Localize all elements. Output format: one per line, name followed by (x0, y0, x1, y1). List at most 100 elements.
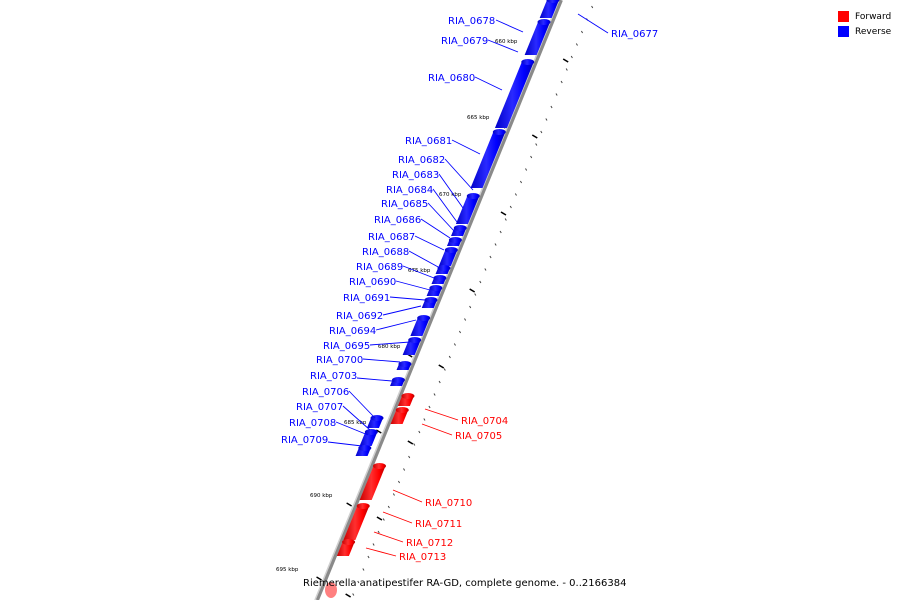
reverse-gene-block-cap (453, 225, 467, 231)
gene-label: RIA_0689 (356, 262, 403, 273)
ruler-minor-tick (453, 343, 456, 346)
ruler-minor-tick (464, 318, 467, 321)
gene-leader-line (432, 188, 458, 223)
reverse-gene-block-cap (492, 129, 506, 135)
reverse-gene-block (455, 196, 480, 224)
ruler-minor-tick (504, 218, 507, 221)
reverse-gene-block (410, 318, 430, 336)
gene-leader-line (451, 139, 481, 155)
gene-leader-line (356, 377, 393, 382)
ruler-label: 660 kbp (495, 39, 518, 45)
ruler-minor-tick (408, 455, 411, 459)
gene-label: RIA_0679 (441, 36, 488, 47)
reverse-gene-block-cap (437, 265, 451, 271)
forward-gene-block (390, 410, 409, 424)
gene-label: RIA_0690 (349, 277, 396, 288)
reverse-gene-block (359, 432, 378, 446)
gene-leader-line (487, 39, 519, 53)
gene-leader-line (365, 547, 397, 557)
forward-gene-block-cap (356, 503, 370, 509)
ruler-minor-tick (377, 530, 380, 534)
reverse-gene-block (438, 250, 458, 266)
ruler-minor-tick (575, 43, 578, 46)
gene-label: RIA_0684 (386, 185, 433, 196)
gene-layer (325, 0, 560, 598)
gene-leader-line (495, 19, 524, 33)
ruler-label: 695 kbp (276, 567, 299, 573)
forward-gene-block-cap (395, 407, 409, 413)
ruler-minor-tick (545, 118, 548, 121)
ruler-label: 665 kbp (467, 115, 490, 121)
ruler-minor-tick (509, 205, 512, 209)
ruler-minor-tick (387, 505, 390, 509)
gene-leader-line (427, 202, 456, 233)
legend-reverse: Reverse (838, 24, 891, 39)
gene-leader-line (408, 250, 441, 269)
ruler-minor-tick (397, 480, 401, 484)
ruler-minor-tick (423, 418, 426, 421)
ruler-major-tick (500, 211, 507, 216)
forward-gene-block (336, 542, 355, 556)
reverse-gene-block-cap (429, 285, 443, 291)
gene-leader-line (392, 489, 423, 503)
gene-leader-line (382, 511, 413, 524)
reverse-gene-block-cap (391, 377, 405, 383)
forward-gene-block-cap (342, 539, 356, 545)
gene-leader-line (375, 319, 417, 331)
gene-leader-line (414, 235, 445, 251)
reverse-gene-block-cap (398, 361, 412, 367)
gene-label: RIA_0680 (428, 73, 475, 84)
gene-label: RIA_0707 (296, 402, 343, 413)
gene-leader-line (327, 441, 363, 447)
gene-leader-line (420, 218, 451, 239)
reverse-gene-block-cap (537, 19, 551, 25)
forward-swatch (838, 11, 849, 22)
reverse-gene-block-cap (521, 59, 535, 65)
reverse-gene-block-cap (424, 297, 438, 303)
ruler-minor-tick (514, 193, 517, 196)
gene-label-layer: RIA_0677 RIA_0678 RIA_0679 RIA_0680 RIA_0681… (281, 13, 658, 563)
gene-leader-line (382, 305, 422, 316)
ruler-label-tick (316, 576, 322, 581)
reverse-gene-block-cap (433, 275, 447, 281)
gene-label: RIA_0711 (415, 519, 462, 530)
ruler-minor-tick (352, 593, 355, 596)
gene-label: RIA_0712 (406, 538, 453, 549)
ruler-minor-tick (580, 30, 584, 34)
ruler-label: 685 kbp (344, 420, 367, 426)
backbone-shadow (315, 0, 563, 600)
gene-label: RIA_0713 (399, 552, 446, 563)
ruler-major-tick (531, 134, 538, 139)
reverse-gene-block-cap (364, 429, 378, 435)
ruler-minor-tick (555, 93, 558, 96)
ruler-major-tick (469, 288, 476, 293)
reverse-gene-block (470, 132, 506, 188)
ruler-minor-tick (382, 518, 385, 521)
reverse-gene-block (539, 0, 559, 18)
ruler-minor-tick (443, 368, 446, 371)
reverse-gene-block (494, 62, 534, 128)
gene-label: RIA_0683 (392, 170, 439, 181)
gene-label: RIA_0710 (425, 498, 472, 509)
gene-label: RIA_0686 (374, 215, 421, 226)
forward-gene-block-cap (372, 463, 386, 469)
ruler-minor-tick (372, 543, 375, 546)
ruler-major-tick (376, 516, 383, 521)
ruler-minor-tick (362, 568, 365, 571)
ruler-label-tick (346, 502, 352, 507)
reverse-gene-block-cap (444, 247, 458, 253)
gene-label: RIA_0708 (289, 418, 336, 429)
ruler-minor-tick (591, 5, 594, 9)
gene-label: RIA_0682 (398, 155, 445, 166)
ruler-minor-tick (367, 555, 370, 559)
gene-label: RIA_0694 (329, 326, 376, 337)
legend-forward-label: Forward (855, 11, 892, 22)
gene-leader-line (348, 390, 376, 419)
reverse-gene-block-cap (466, 193, 480, 199)
reverse-gene-block (402, 340, 421, 355)
ruler-label: 675 kbp (408, 268, 431, 274)
gene-label: RIA_0692 (336, 311, 383, 322)
ruler-minor-tick (458, 330, 462, 334)
gene-leader-line (424, 408, 459, 421)
gene-label: RIA_0704 (461, 416, 508, 427)
